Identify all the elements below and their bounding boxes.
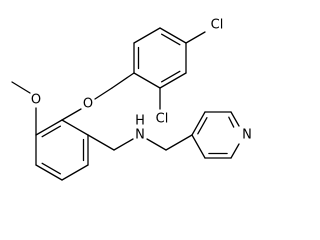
atom-label: O — [31, 93, 41, 108]
bond — [61, 119, 89, 136]
bond — [11, 81, 31, 94]
atom-label: O — [83, 97, 93, 112]
bond — [61, 164, 89, 181]
bond — [159, 27, 187, 44]
bond — [160, 33, 181, 46]
bond — [133, 72, 161, 89]
bond — [228, 116, 235, 128]
bond — [146, 138, 167, 151]
bond — [185, 31, 206, 44]
bond — [111, 72, 135, 89]
bond — [113, 138, 134, 151]
bond — [191, 111, 206, 136]
bond — [230, 143, 240, 159]
bond — [160, 70, 181, 83]
atom-label: Cl — [156, 112, 169, 127]
atom-label: N — [242, 128, 252, 143]
bond — [61, 108, 82, 121]
bond — [41, 162, 62, 175]
bond — [191, 134, 206, 159]
bond — [159, 72, 187, 89]
page: {"labels": {"methoxy_oxygen": "O", "ethe… — [11, 17, 252, 181]
atom-label: Cl — [211, 18, 224, 33]
atom-label: N — [135, 128, 145, 143]
bond — [41, 125, 62, 138]
structure-diagram: O O Cl Cl H N N — [11, 18, 252, 181]
bond — [230, 111, 240, 127]
bond — [197, 117, 208, 135]
bonds — [11, 27, 240, 181]
bond — [165, 134, 193, 151]
bond — [133, 27, 161, 44]
bond — [87, 134, 115, 151]
bond — [35, 164, 63, 181]
atom-label: H — [135, 114, 145, 129]
bond — [35, 119, 63, 136]
bond — [94, 87, 113, 100]
